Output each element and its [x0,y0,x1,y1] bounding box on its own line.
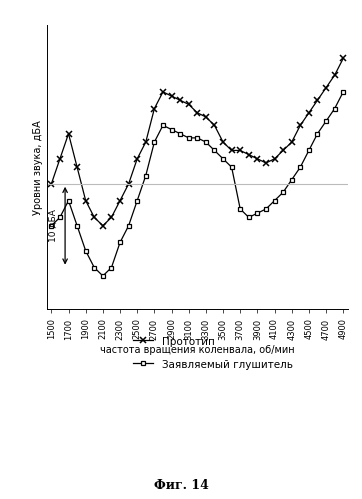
Заявляемый глушитель [281,189,285,195]
Прототип [315,97,320,103]
Прототип [126,181,131,187]
Прототип [58,156,62,162]
Заявляемый глушитель [118,240,122,246]
Прототип [161,89,165,95]
Заявляемый глушитель [169,127,174,133]
Прототип [195,110,199,116]
Заявляемый глушитель [324,118,328,124]
Заявляемый глушитель [49,223,54,229]
Заявляемый глушитель [152,139,156,145]
Заявляемый глушитель [135,198,139,204]
Прототип [135,156,139,162]
Заявляемый глушитель [75,223,79,229]
Прототип [281,147,285,153]
Прототип [178,97,182,103]
Прототип [272,156,277,162]
Legend: Прототип, Заявляемый глушитель: Прототип, Заявляемый глушитель [127,329,298,376]
Заявляемый глушитель [341,89,345,95]
Заявляемый глушитель [230,164,234,170]
Заявляемый глушитель [255,210,260,216]
Заявляемый глушитель [101,273,105,279]
Text: 10 дБА: 10 дБА [49,209,58,242]
Прототип [238,147,243,153]
Прототип [255,156,260,162]
Заявляемый глушитель [247,215,251,221]
Прототип [290,139,294,145]
Заявляемый глушитель [109,264,114,270]
Заявляемый глушитель [161,122,165,128]
Заявляемый глушитель [92,264,96,270]
Заявляемый глушитель [272,198,277,204]
Заявляемый глушитель [58,215,62,221]
Заявляемый глушитель [221,156,225,162]
Прототип [101,223,105,229]
Прототип [264,160,268,166]
Прототип [247,152,251,158]
Заявляемый глушитель [264,206,268,212]
Заявляемый глушитель [204,139,208,145]
Text: Фиг. 14: Фиг. 14 [153,479,209,492]
Заявляемый глушитель [315,131,320,137]
Заявляемый глушитель [144,173,148,179]
Прототип [230,147,234,153]
Прототип [169,93,174,99]
Прототип [152,106,156,112]
Заявляемый глушитель [195,135,199,141]
Заявляемый глушитель [238,206,243,212]
Прототип [204,114,208,120]
Прототип [324,85,328,91]
Заявляемый глушитель [186,135,191,141]
Прототип [307,110,311,116]
Прототип [144,139,148,145]
Прототип [49,181,54,187]
Line: Заявляемый глушитель: Заявляемый глушитель [49,89,346,278]
Прототип [298,122,303,128]
Заявляемый глушитель [84,248,88,254]
Прототип [109,215,114,221]
Заявляемый глушитель [298,164,303,170]
Прототип [221,139,225,145]
Прототип [118,198,122,204]
Прототип [212,122,216,128]
Прототип [84,198,88,204]
Заявляемый глушитель [212,147,216,153]
Прототип [332,72,337,78]
Прототип [186,101,191,107]
Заявляемый глушитель [126,223,131,229]
Прототип [341,55,345,61]
Line: Прототип: Прототип [48,55,346,229]
X-axis label: частота вращения коленвала, об/мин: частота вращения коленвала, об/мин [100,345,295,355]
Прототип [75,164,79,170]
Заявляемый глушитель [307,147,311,153]
Заявляемый глушитель [66,198,71,204]
Заявляемый глушитель [290,177,294,183]
Заявляемый глушитель [178,131,182,137]
Заявляемый глушитель [332,106,337,112]
Прототип [92,215,96,221]
Y-axis label: Уровни звука, дБА: Уровни звука, дБА [33,120,43,215]
Прототип [66,131,71,137]
